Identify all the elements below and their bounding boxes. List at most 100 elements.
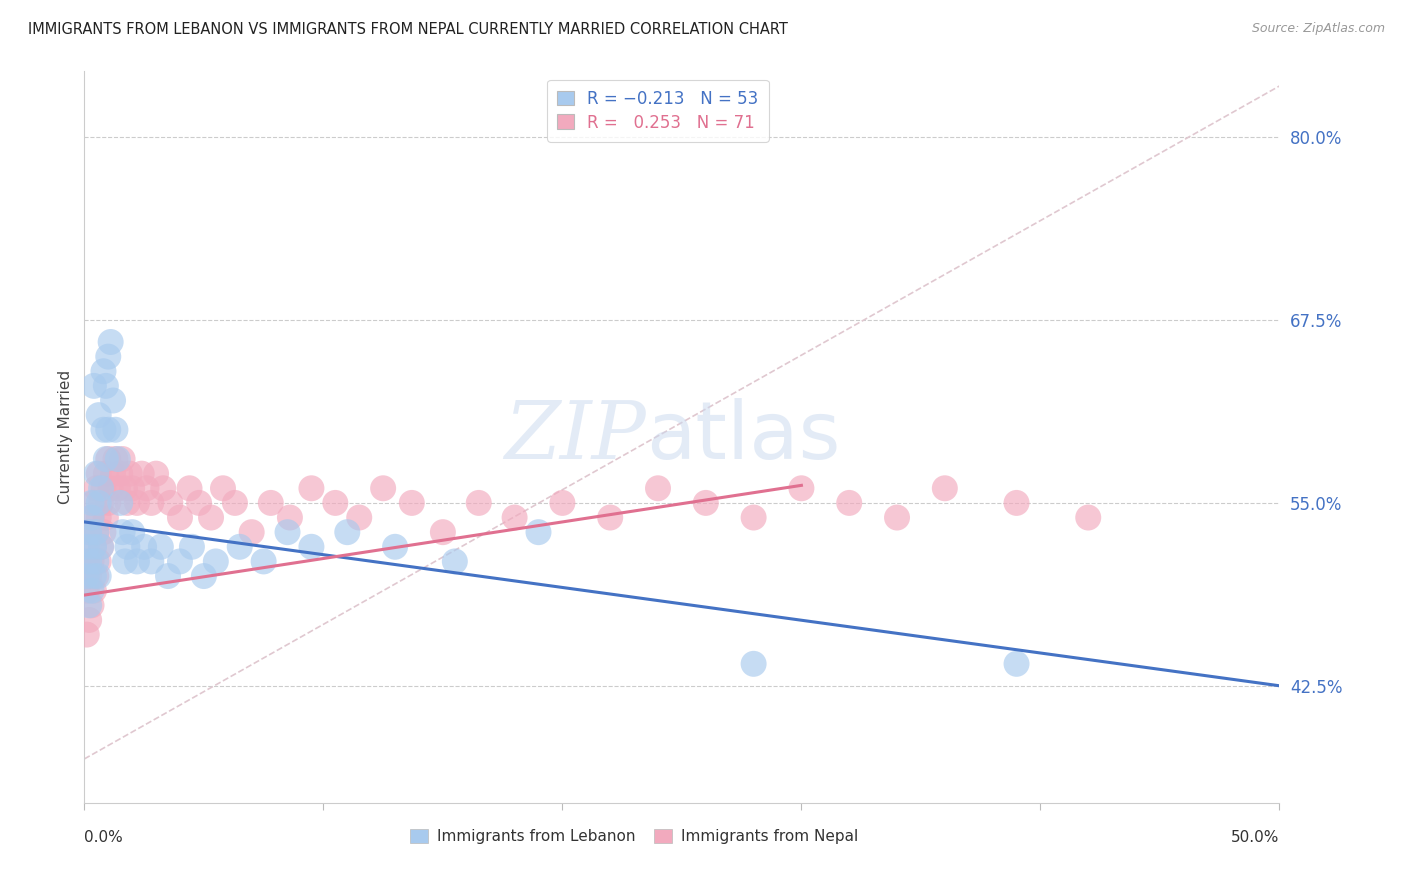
Point <box>77 599 100 613</box>
Point <box>145 467 167 481</box>
Point <box>117 496 139 510</box>
Text: 0.0%: 0.0% <box>84 830 124 845</box>
Point <box>301 481 323 495</box>
Point <box>157 569 180 583</box>
Legend: Immigrants from Lebanon, Immigrants from Nepal: Immigrants from Lebanon, Immigrants from… <box>404 822 865 850</box>
Point <box>76 583 98 598</box>
Text: IMMIGRANTS FROM LEBANON VS IMMIGRANTS FROM NEPAL CURRENTLY MARRIED CORRELATION C: IMMIGRANTS FROM LEBANON VS IMMIGRANTS FR… <box>28 22 787 37</box>
Point <box>551 496 574 510</box>
Point <box>110 496 132 510</box>
Point <box>1005 496 1028 510</box>
Point <box>90 540 112 554</box>
Point <box>117 540 139 554</box>
Point <box>141 496 163 510</box>
Point <box>125 554 148 568</box>
Point <box>87 510 110 524</box>
Point <box>104 452 127 467</box>
Point <box>94 379 117 393</box>
Point <box>97 496 120 510</box>
Point <box>111 452 134 467</box>
Point <box>80 496 103 510</box>
Point <box>224 496 246 510</box>
Point <box>93 364 115 378</box>
Point <box>1077 510 1099 524</box>
Point <box>93 423 115 437</box>
Point <box>742 657 765 671</box>
Point <box>468 496 491 510</box>
Point <box>114 554 136 568</box>
Point <box>83 540 105 554</box>
Point <box>790 481 813 495</box>
Point <box>90 496 112 510</box>
Point <box>83 379 105 393</box>
Point <box>94 467 117 481</box>
Point <box>742 510 765 524</box>
Point <box>229 540 252 554</box>
Point <box>86 481 108 495</box>
Point <box>169 554 191 568</box>
Point <box>80 554 103 568</box>
Point <box>87 467 110 481</box>
Point <box>111 525 134 540</box>
Point <box>200 510 222 524</box>
Point <box>253 554 276 568</box>
Point <box>527 525 550 540</box>
Point <box>80 599 103 613</box>
Point <box>86 467 108 481</box>
Point <box>934 481 956 495</box>
Point <box>301 540 323 554</box>
Point <box>101 393 124 408</box>
Point <box>193 569 215 583</box>
Point <box>260 496 283 510</box>
Point <box>77 613 100 627</box>
Point <box>86 554 108 568</box>
Point <box>80 583 103 598</box>
Point <box>131 467 153 481</box>
Point <box>87 554 110 568</box>
Point <box>278 510 301 524</box>
Point <box>76 627 98 641</box>
Point <box>149 540 172 554</box>
Point <box>240 525 263 540</box>
Point <box>97 350 120 364</box>
Point <box>77 554 100 568</box>
Point <box>325 496 347 510</box>
Point <box>93 481 115 495</box>
Text: 50.0%: 50.0% <box>1232 830 1279 845</box>
Point <box>121 481 143 495</box>
Point <box>503 510 526 524</box>
Point <box>97 423 120 437</box>
Point <box>181 540 204 554</box>
Point <box>135 481 157 495</box>
Text: atlas: atlas <box>647 398 841 476</box>
Point <box>432 525 454 540</box>
Point <box>118 467 141 481</box>
Point <box>77 569 100 583</box>
Point <box>101 467 124 481</box>
Point <box>838 496 860 510</box>
Point <box>83 540 105 554</box>
Point <box>401 496 423 510</box>
Point <box>205 554 228 568</box>
Point <box>110 467 132 481</box>
Point <box>1005 657 1028 671</box>
Point <box>159 496 181 510</box>
Point <box>90 540 112 554</box>
Point <box>83 583 105 598</box>
Point <box>100 481 122 495</box>
Point <box>77 525 100 540</box>
Point <box>86 525 108 540</box>
Point <box>886 510 908 524</box>
Point <box>695 496 717 510</box>
Point <box>107 481 129 495</box>
Point <box>93 525 115 540</box>
Point <box>94 452 117 467</box>
Point <box>104 423 127 437</box>
Point <box>80 510 103 524</box>
Point <box>336 525 359 540</box>
Point <box>373 481 395 495</box>
Point <box>349 510 371 524</box>
Point <box>152 481 174 495</box>
Point <box>121 525 143 540</box>
Text: ZIP: ZIP <box>505 399 647 475</box>
